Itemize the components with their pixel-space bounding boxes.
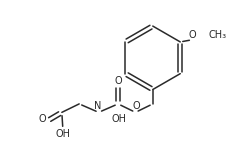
Text: O: O — [39, 114, 47, 124]
Text: O: O — [114, 76, 122, 86]
Text: CH₃: CH₃ — [209, 30, 227, 40]
Text: O: O — [132, 101, 140, 111]
Text: O: O — [188, 30, 196, 40]
Text: N: N — [94, 101, 102, 111]
Text: OH: OH — [112, 114, 127, 124]
Text: OH: OH — [55, 129, 70, 139]
